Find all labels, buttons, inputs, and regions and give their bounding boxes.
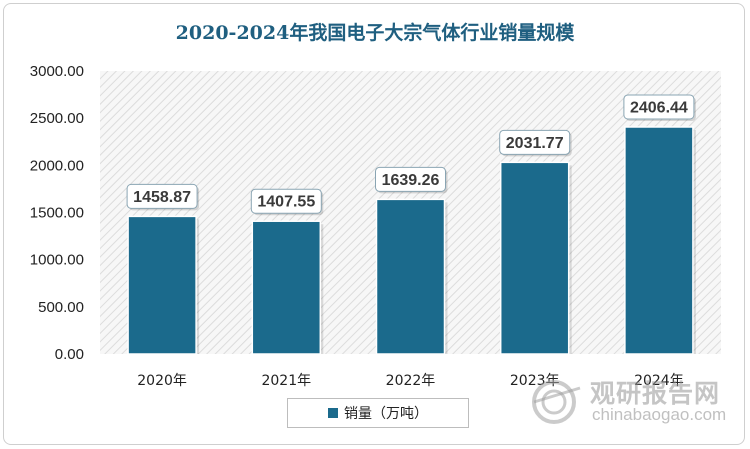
legend-label: 销量（万吨）	[344, 406, 428, 422]
y-tick-label: 1500.00	[30, 205, 84, 222]
bar	[251, 220, 322, 355]
data-label: 1407.55	[257, 194, 315, 211]
x-tick-label: 2021年	[261, 373, 311, 389]
data-label: 2031.77	[506, 135, 564, 152]
bar	[499, 161, 570, 355]
y-axis: 0.00 500.00 1000.00 1500.00 2000.00 2500.00 30…	[30, 63, 84, 363]
x-tick-label: 2022年	[386, 373, 436, 389]
y-tick-label: 2000.00	[30, 157, 84, 174]
legend: 销量（万吨）	[287, 398, 469, 428]
data-label-box	[126, 183, 198, 209]
legend-swatch	[328, 408, 338, 418]
bar	[127, 215, 197, 355]
data-label-box	[623, 94, 695, 120]
watermark-en: chinabaogao.com	[592, 405, 727, 424]
y-tick-label: 0.00	[55, 346, 84, 363]
bars: 1458.87 1407.55 1639.26 2031.77 2406.44	[126, 94, 696, 355]
data-label-box	[250, 188, 322, 214]
bar	[624, 126, 694, 355]
watermark-logo-icon	[532, 380, 581, 424]
x-tick-label: 2024年	[634, 373, 684, 389]
data-label-box	[499, 129, 571, 155]
data-label: 1639.26	[382, 172, 440, 189]
y-tick-label: 500.00	[38, 299, 84, 316]
chart-title: 2020-2024年我国电子大宗气体行业销量规模	[175, 22, 575, 44]
data-label-box	[375, 166, 446, 192]
watermark-cn: 观研报告网	[590, 379, 721, 408]
y-tick-label: 3000.00	[30, 63, 84, 80]
x-tick-label: 2020年	[137, 373, 187, 389]
bar	[375, 198, 446, 355]
data-label: 2406.44	[630, 99, 688, 116]
data-label: 1458.87	[133, 189, 191, 206]
watermark: 观研报告网 chinabaogao.com	[520, 372, 740, 432]
y-tick-label: 2500.00	[30, 110, 84, 127]
y-tick-label: 1000.00	[30, 252, 84, 269]
